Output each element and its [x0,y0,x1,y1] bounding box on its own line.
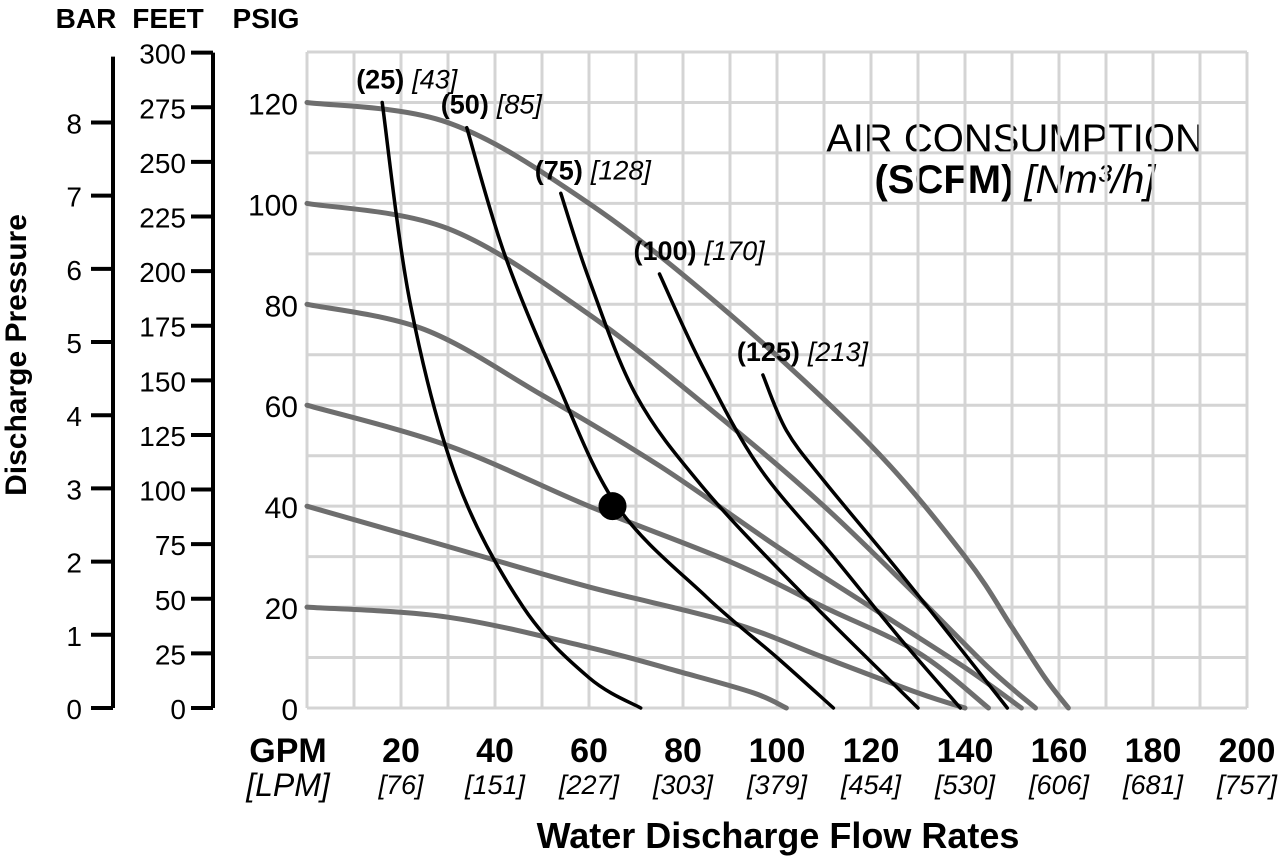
feet-tick-label: 250 [139,148,186,179]
bar-tick-label: 1 [66,621,82,652]
bar-tick-label: 4 [66,401,82,432]
air-curve-label: (75) [128] [535,155,653,185]
bar-tick-label: 3 [66,474,82,505]
nm3h-value: [170] [704,236,767,266]
psig-tick-label: 0 [281,694,298,727]
scfm-value: (125) [737,337,800,367]
air-curve-label: (125) [213] [737,337,870,367]
nm3h-value: [213] [807,337,870,367]
psig-tick-label: 100 [248,189,298,222]
psig-tick-label: 20 [265,593,298,626]
x-tick-label-gpm: 140 [937,732,994,770]
nm3h-value: [128] [590,155,653,185]
x-tick-label-gpm: 160 [1031,732,1088,770]
bar-tick-label: 5 [66,328,82,359]
scfm-value: (75) [535,155,583,185]
feet-tick-label: 50 [155,585,186,616]
feet-tick-label: 225 [139,202,186,233]
lpm-unit-label: [LPM] [245,767,331,803]
feet-tick-label: 0 [170,694,186,725]
bar-tick-label: 6 [66,255,82,286]
psig-tick-label: 120 [248,88,298,121]
feet-unit-label: FEET [132,3,204,34]
x-tick-label-gpm: 200 [1219,732,1276,770]
nm3h-value: [43] [411,64,459,94]
x-tick-label-lpm: [379] [746,770,809,800]
air-consumption-curve [559,191,920,710]
operating-point [598,492,627,521]
x-tick-label-lpm: [530] [934,770,997,800]
x-tick-label-lpm: [303] [652,770,715,800]
x-tick-label-gpm: 120 [843,732,900,770]
feet-tick-label: 25 [155,639,186,670]
nm3h-value: [85] [496,90,544,120]
x-tick-label-gpm: 100 [749,732,806,770]
feet-tick-label: 125 [139,421,186,452]
psig-tick-label: 80 [265,290,298,323]
nm3h-unit: [Nm³/h] [1023,158,1156,202]
x-tick-label-lpm: [227] [558,770,621,800]
bar-tick-label: 2 [66,548,82,579]
x-tick-label-lpm: [151] [464,770,527,800]
pressure-curve [304,301,1024,711]
x-axis-title: Water Discharge Flow Rates [537,815,1020,856]
air-consumption-curve [761,373,1010,710]
bar-tick-label: 7 [66,182,82,213]
x-tick-label-gpm: 20 [382,732,420,770]
feet-tick-label: 75 [155,530,186,561]
bar-unit-label: BAR [56,3,117,34]
scfm-value: (25) [356,64,404,94]
x-tick-label-lpm: [681] [1122,770,1185,800]
x-tick-label-gpm: 180 [1125,732,1182,770]
feet-tick-label: 200 [139,257,186,288]
scfm-value: (50) [441,90,489,120]
bar-tick-label: 0 [66,694,82,725]
scfm-value: (100) [634,236,697,266]
y-axis-title: Discharge Pressure [0,214,33,496]
operating-point-marker [598,492,627,521]
air-consumption-curve [380,100,643,710]
gpm-unit-label: GPM [249,732,326,770]
x-tick-label-gpm: 40 [476,732,514,770]
pressure-curve [304,100,1071,711]
feet-tick-label: 175 [139,312,186,343]
psig-tick-label: 60 [265,391,298,424]
psig-tick-label: 40 [265,492,298,525]
x-tick-label-lpm: [757] [1216,770,1279,800]
axes: 0204060801001200255075100125150175200225… [66,39,1278,800]
feet-tick-label: 150 [139,366,186,397]
air-curve-label: (50) [85] [441,90,544,120]
psig-unit-label: PSIG [233,3,300,34]
air-curve-label: (25) [43] [356,64,459,94]
air-consumption-units: (SCFM) [Nm³/h] [874,158,1156,202]
feet-tick-label: 300 [139,39,186,70]
pressure-curve [304,604,789,711]
pressure-curve [304,503,968,711]
air-curve-label: (100) [170] [634,236,767,266]
air-consumption-curve [657,272,963,710]
x-tick-label-lpm: [76] [377,770,425,800]
scfm-unit: (SCFM) [874,158,1014,202]
x-tick-label-lpm: [606] [1028,770,1091,800]
feet-tick-label: 100 [139,476,186,507]
x-tick-label-lpm: [454] [840,770,903,800]
air-consumption-curve [465,125,836,710]
grid [305,50,1249,710]
bar-tick-label: 8 [66,108,82,139]
feet-tick-label: 275 [139,93,186,124]
x-tick-label-gpm: 60 [570,732,608,770]
x-tick-label-gpm: 80 [664,732,702,770]
curves [304,100,1071,711]
curve-labels: (25) [43](50) [85] (75) [128] (100) [170] (125)… [356,64,869,366]
